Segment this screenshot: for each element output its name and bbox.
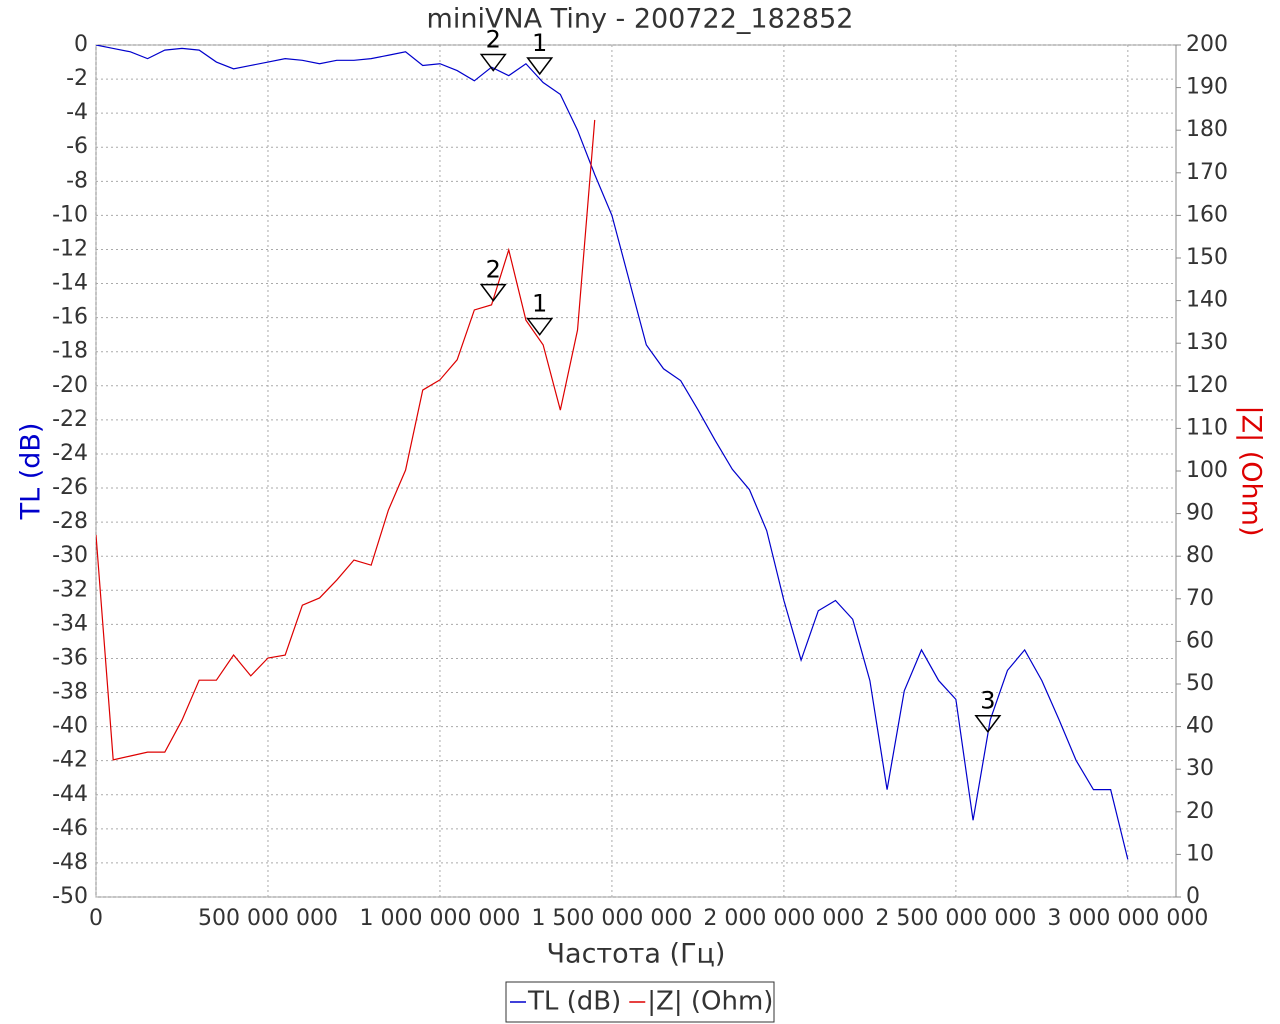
y2-tick-label: 100 [1186,458,1228,483]
y-tick-label: -22 [52,407,88,432]
y2-tick-label: 170 [1186,160,1228,185]
y2-tick-label: 140 [1186,288,1228,313]
y-tick-label: -26 [52,475,88,500]
marker [479,53,507,72]
y-tick-label: -24 [52,441,88,466]
y-tick-label: -16 [52,305,88,330]
y-tick-label: -2 [66,66,88,91]
y-tick-label: -48 [52,850,88,875]
y-tick-label: -28 [52,509,88,534]
marker-label: 1 [532,290,547,318]
legend-label: TL (dB) [527,987,621,1017]
y-tick-label: -10 [52,202,88,227]
y2-tick-label: 90 [1186,501,1214,526]
marker [526,317,554,336]
marker [479,283,507,302]
y2-tick-label: 110 [1186,415,1228,440]
y-tick-label: -20 [52,373,88,398]
series-line [96,119,596,761]
marker-label: 2 [486,26,501,54]
marker [974,714,1002,733]
y2-tick-label: 80 [1186,543,1214,568]
x-tick-label: 1 500 000 000 [531,906,692,931]
x-axis-label: Частота (Гц) [547,939,726,970]
y2-tick-label: 200 [1186,32,1228,57]
y-tick-label: -32 [52,577,88,602]
y2-tick-label: 150 [1186,245,1228,270]
y-tick-label: -46 [52,816,88,841]
marker [526,57,554,76]
y-tick-label: -6 [66,134,88,159]
y2-tick-label: 70 [1186,586,1214,611]
x-tick-label: 2 000 000 000 [703,906,864,931]
y2-tick-label: 50 [1186,671,1214,696]
y2-tick-label: 180 [1186,117,1228,142]
marker-label: 3 [980,687,995,715]
y-tick-label: -18 [52,339,88,364]
y2-tick-label: 60 [1186,628,1214,653]
y-tick-label: 0 [74,32,88,57]
y2-axis-label: |Z| (Ohm) [1236,405,1267,536]
x-tick-label: 500 000 000 [198,906,338,931]
y2-tick-label: 30 [1186,756,1214,781]
y2-tick-label: 120 [1186,373,1228,398]
y-tick-label: -14 [52,271,88,296]
y2-tick-label: 160 [1186,202,1228,227]
y-tick-label: -40 [52,714,88,739]
x-tick-label: 1 000 000 000 [359,906,520,931]
y-tick-label: -4 [66,100,88,125]
legend-label: |Z| (Ohm) [647,987,773,1017]
y2-tick-label: 20 [1186,799,1214,824]
y2-tick-label: 130 [1186,330,1228,355]
plot-area [96,45,1129,860]
plot-frame [95,44,1177,898]
x-tick-label: 2 500 000 000 [875,906,1036,931]
y-tick-label: -44 [52,782,88,807]
y2-tick-label: 40 [1186,714,1214,739]
y2-tick-label: 190 [1186,75,1228,100]
x-tick-label: 3 000 000 000 [1047,906,1208,931]
y-tick-label: -34 [52,611,88,636]
y-tick-label: -38 [52,680,88,705]
y-tick-label: -30 [52,543,88,568]
y2-tick-label: 0 [1186,884,1200,909]
series-line [96,45,1129,860]
y-tick-label: -42 [52,748,88,773]
chart-title: miniVNA Tiny - 200722_182852 [427,4,854,35]
y-tick-label: -36 [52,645,88,670]
y-axis-label: TL (dB) [16,423,47,521]
marker-label: 1 [532,29,547,57]
y-tick-label: -50 [52,884,88,909]
marker-label: 2 [486,256,501,284]
y-tick-label: -8 [66,168,88,193]
y2-tick-label: 10 [1186,841,1214,866]
x-tick-label: 0 [89,906,103,931]
y-tick-label: -12 [52,236,88,261]
